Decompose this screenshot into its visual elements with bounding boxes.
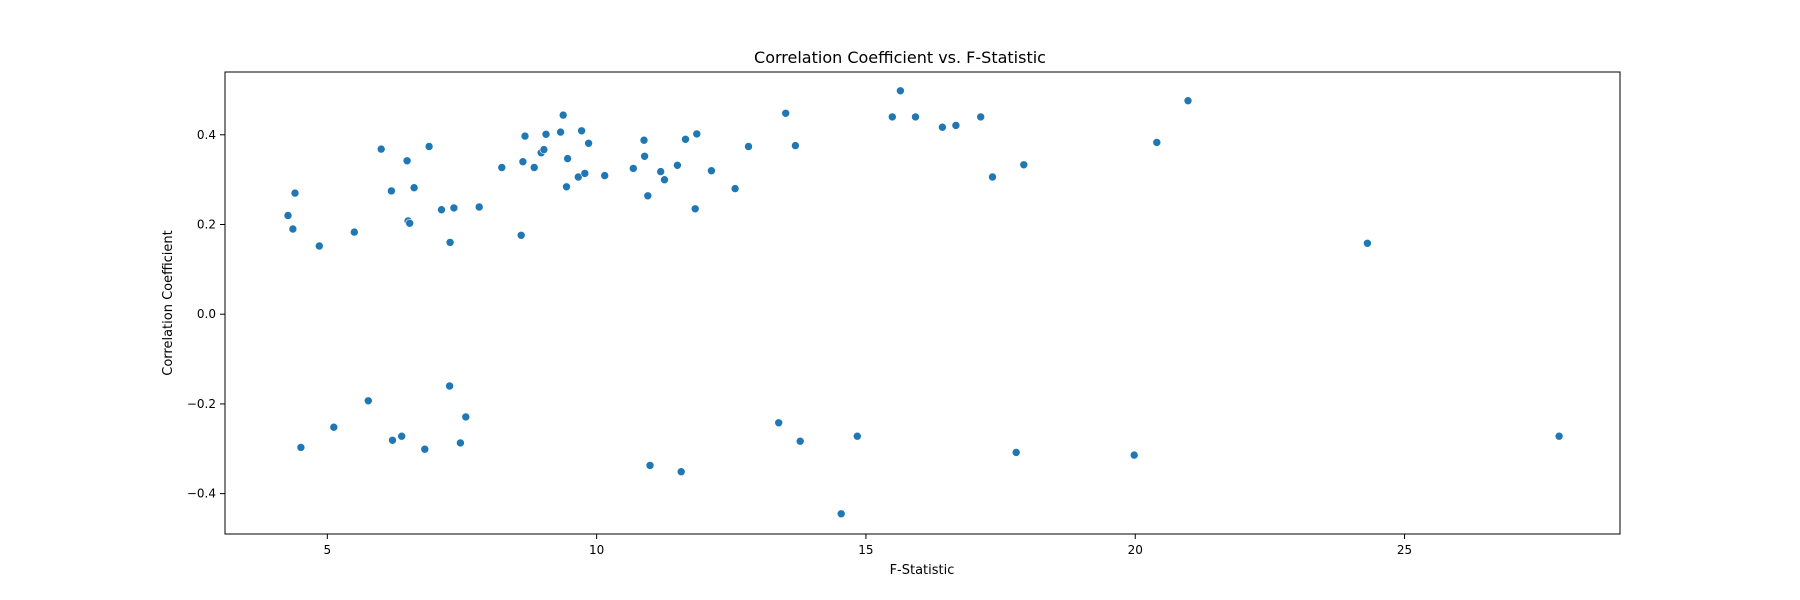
x-axis: 5 10 15 20 25 [324,534,1412,557]
data-point-29 [529,163,539,172]
y-tick-label: 0.2 [197,218,216,232]
data-point-11 [397,431,407,441]
data-point-12 [402,156,412,166]
data-point-75 [1363,239,1372,248]
data-point-6 [349,227,359,237]
data-point-45 [643,191,653,201]
data-point-72 [1129,450,1139,460]
data-point-61 [836,509,846,519]
x-tick-label: 15 [858,543,873,557]
data-point-64 [896,86,905,96]
data-point-8 [376,144,386,154]
data-points [283,86,1564,519]
data-point-68 [976,112,986,122]
data-point-63 [887,112,897,122]
data-point-74 [1183,96,1193,105]
data-point-20 [445,238,455,247]
x-axis-label: F-Statistic [890,563,955,578]
data-point-27 [518,157,528,166]
data-point-7 [363,396,373,406]
x-tick-label: 10 [589,543,604,557]
data-point-33 [556,127,565,137]
data-point-52 [690,204,700,214]
data-point-50 [676,467,686,477]
data-point-66 [938,122,947,132]
y-tick-label: −0.2 [187,397,216,411]
data-point-5 [329,422,339,432]
y-tick-label: 0.0 [197,307,216,321]
data-point-23 [461,412,471,422]
x-tick-label: 25 [1397,543,1412,557]
data-point-41 [600,171,610,180]
data-point-76 [1554,431,1564,441]
data-point-19 [445,381,454,391]
data-point-21 [449,203,459,213]
data-point-48 [660,175,669,184]
data-point-16 [420,444,430,454]
data-point-15 [409,183,419,192]
data-point-24 [474,202,484,212]
data-point-40 [584,139,593,148]
data-point-1 [288,224,298,234]
data-point-37 [573,172,583,182]
data-point-4 [314,241,324,251]
data-point-58 [781,109,791,118]
data-point-28 [520,131,530,141]
data-point-51 [681,135,690,144]
data-point-32 [541,130,551,139]
data-point-31 [539,145,549,154]
data-point-25 [497,163,507,172]
data-point-73 [1152,138,1162,147]
data-point-54 [707,166,716,175]
data-point-53 [692,129,702,139]
data-point-65 [911,112,920,122]
data-point-35 [562,182,571,192]
data-point-43 [639,135,649,145]
data-point-62 [852,431,862,441]
y-axis-label: Correlation Coefficient [161,230,176,376]
y-axis: −0.4 −0.2 0.0 0.2 0.4 [187,128,225,501]
plot-area [224,71,1621,535]
data-point-0 [283,211,293,220]
data-point-44 [640,152,649,161]
data-point-38 [577,126,586,136]
data-point-70 [1011,448,1021,457]
data-point-67 [951,121,961,130]
data-point-10 [388,435,397,445]
data-point-46 [645,461,655,470]
data-point-42 [628,164,638,173]
chart-title: Correlation Coefficient vs. F-Statistic [754,48,1046,67]
data-point-3 [296,443,306,452]
data-point-18 [437,205,446,214]
data-point-14 [405,218,415,228]
data-point-56 [744,142,753,151]
x-tick-label: 20 [1128,543,1143,557]
data-point-57 [774,418,784,428]
x-tick-label: 5 [324,543,332,557]
data-point-17 [424,142,434,151]
data-point-9 [387,186,396,196]
data-point-60 [795,436,805,446]
data-point-71 [1019,160,1029,170]
data-point-26 [516,231,526,240]
data-point-34 [558,110,568,120]
data-point-47 [656,167,666,176]
data-point-36 [563,154,572,163]
data-point-39 [580,169,590,178]
data-point-55 [730,184,740,193]
data-point-22 [456,438,465,448]
data-point-2 [290,188,300,198]
data-point-59 [791,141,800,150]
data-point-49 [673,161,682,170]
y-tick-label: 0.4 [197,128,216,142]
data-point-69 [988,172,997,182]
y-tick-label: −0.4 [187,487,216,501]
